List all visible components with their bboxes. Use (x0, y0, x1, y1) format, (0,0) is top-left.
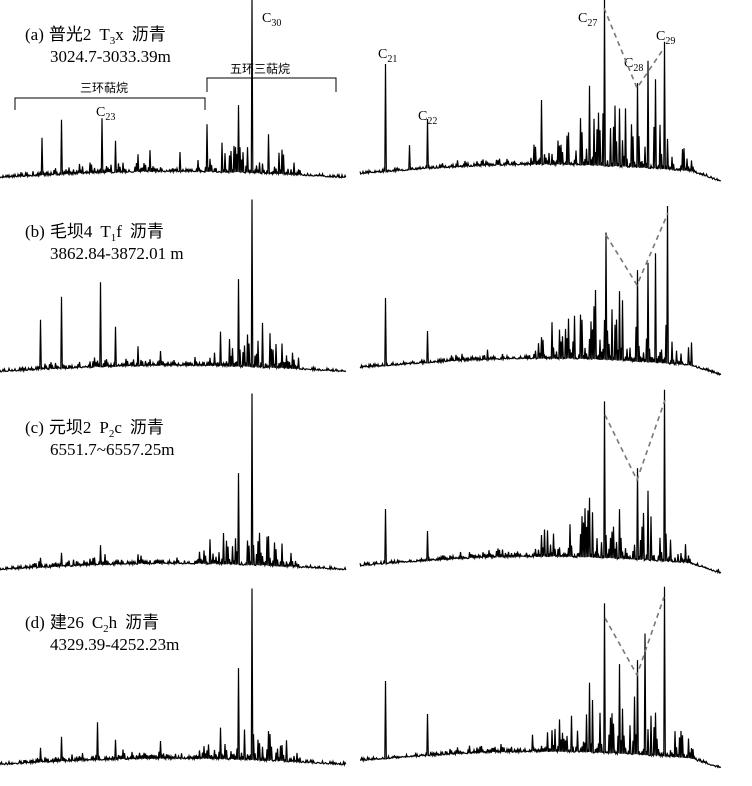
depth-range: 3024.7-3033.39m (50, 47, 171, 66)
panel-label: (b) (25, 222, 45, 241)
depth-range: 6551.7~6557.25m (50, 440, 174, 459)
peak-label-base: C (418, 109, 427, 124)
formula: h (109, 613, 118, 632)
formula-sub: 2 (103, 623, 109, 635)
peak-label-base: C (262, 11, 271, 26)
chromatogram-trace (359, 205, 722, 376)
formula: x (115, 25, 124, 44)
panel-label: (a) (25, 25, 44, 44)
chromatogram-trace (0, 393, 347, 572)
peak-label: C28 (624, 56, 643, 74)
peak-label: C30 (262, 11, 281, 29)
peak-label: C29 (656, 29, 675, 47)
chromatogram-trace (359, 0, 722, 182)
bracket-line (14, 97, 206, 110)
peak-label-base: C (96, 105, 105, 120)
depth-range: 3862.84-3872.01 m (50, 244, 184, 263)
material: 沥青 (130, 222, 164, 241)
peak-label-sub: 22 (427, 116, 437, 127)
site-name: 普光2 (49, 25, 92, 44)
site-name: 元坝2 (49, 418, 92, 437)
peak-label-sub: 23 (105, 112, 115, 123)
formula: C (92, 613, 103, 632)
chromatogram-trace (360, 586, 722, 769)
peak-label-base: C (656, 29, 665, 44)
formula: f (116, 222, 122, 241)
formula: T (99, 25, 110, 44)
formula-sub: 2 (109, 428, 115, 440)
chromatogram-trace (0, 588, 347, 767)
dashed-guide (604, 399, 666, 483)
depth-range: 4329.39-4252.23m (50, 635, 179, 654)
bracket-label: 五环三萜烷 (230, 62, 290, 76)
panel-title: (a) 普光2 T3x 沥青 (25, 25, 166, 47)
formula: T (100, 222, 111, 241)
panel-title: (c) 元坝2 P2c 沥青 (25, 418, 164, 440)
bracket-line (206, 77, 337, 92)
formula: P (99, 418, 108, 437)
dashed-guide (605, 212, 669, 287)
formula-sub: 3 (110, 35, 116, 47)
panel-title: (b) 毛坝4 T1f 沥青 (25, 222, 164, 244)
peak-label-base: C (578, 11, 587, 26)
bracket-label: 三环萜烷 (80, 81, 128, 95)
peak-label: C22 (418, 109, 437, 127)
panel-label: (d) (25, 613, 45, 632)
material: 沥青 (132, 25, 166, 44)
panel-label: (c) (25, 418, 44, 437)
panel-title: (d) 建26 C2h 沥青 (25, 613, 159, 635)
peak-label-base: C (378, 47, 387, 62)
peak-label-sub: 30 (271, 18, 281, 29)
peak-label-sub: 28 (633, 63, 643, 74)
peak-label: C23 (96, 105, 115, 123)
site-name: 建26 (50, 613, 84, 632)
peak-label-sub: 21 (387, 54, 397, 65)
chromatogram-trace (0, 199, 347, 373)
peak-label: C21 (378, 47, 397, 65)
chromatogram-trace (359, 389, 722, 575)
site-name: 毛坝4 (50, 222, 93, 241)
chromatogram-trace (0, 0, 347, 180)
dashed-guide (604, 596, 665, 677)
brackets (14, 77, 337, 110)
peak-label-sub: 27 (587, 18, 597, 29)
peak-label-sub: 29 (665, 36, 675, 47)
dashed-guide (603, 7, 665, 90)
material: 沥青 (125, 613, 159, 632)
material: 沥青 (130, 418, 164, 437)
peak-label-base: C (624, 56, 633, 71)
formula: c (114, 418, 122, 437)
peak-label: C27 (578, 11, 597, 29)
formula-sub: 1 (111, 232, 117, 244)
